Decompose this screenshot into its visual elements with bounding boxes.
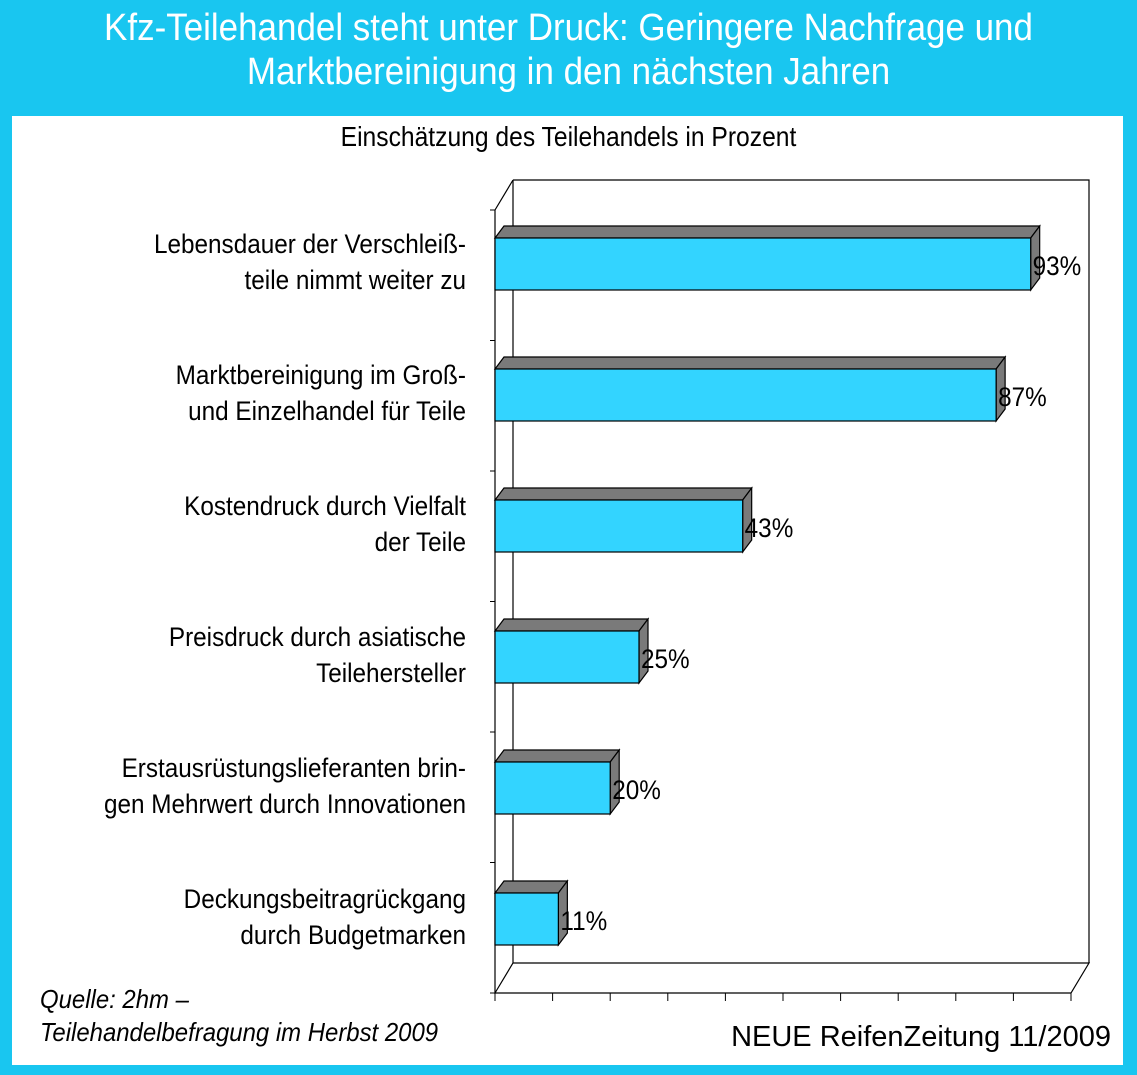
plot-floor [493, 962, 1091, 994]
value-label: 11% [560, 907, 607, 936]
source-line-2: Teilehandelbefragung im Herbst 2009 [40, 1017, 439, 1047]
bar-6 [493, 879, 569, 947]
bar-top-face [493, 356, 1007, 370]
chart-title-line-2: Marktbereinigung in den nächsten Jahren [246, 51, 891, 93]
category-label-line: der Teile [374, 527, 466, 557]
publication-credit: NEUE ReifenZeitung 11/2009 [731, 1021, 1111, 1053]
category-label-line: Lebensdauer der Verschleiß- [153, 229, 466, 259]
source-note: Quelle: 2hm – Teilehandelbefragung im He… [40, 983, 438, 1049]
chart-title-line-1: Kfz-Teilehandel steht unter Druck: Gerin… [104, 7, 1033, 49]
bar-3 [493, 486, 753, 554]
value-label: 20% [612, 776, 661, 805]
category-label-line: Kostendruck durch Vielfalt [184, 491, 467, 521]
category-label-line: Teilehersteller [316, 658, 466, 688]
value-label: 43% [745, 514, 794, 543]
bar-front-face [494, 499, 744, 553]
bar-top-face [493, 225, 1041, 239]
category-label-line: Erstausrüstungslieferanten brin- [121, 753, 466, 783]
category-label: Lebensdauer der Verschleiß-teile nimmt w… [52, 226, 466, 298]
source-line-1: Quelle: 2hm – [40, 984, 189, 1014]
y-axis-top-edge [494, 179, 514, 211]
value-label: 87% [998, 383, 1047, 412]
bar-top-face [493, 618, 650, 632]
bar-top-face [493, 487, 753, 501]
category-label-line: Deckungsbeitragrückgang [183, 884, 467, 914]
chart-subtitle: Einschätzung des Teilehandels in Prozent [340, 121, 797, 152]
category-label-line: Preisdruck durch asiatische [168, 622, 466, 652]
bar-top-face [493, 880, 569, 894]
bar-front-face [494, 892, 559, 946]
bar-front-face [494, 761, 611, 815]
category-label-line: durch Budgetmarken [240, 920, 466, 950]
value-label: 93% [1033, 252, 1082, 281]
bar-1 [493, 224, 1041, 292]
plot-back-wall [513, 179, 1090, 963]
bar-4 [493, 617, 650, 685]
category-label-line: und Einzelhandel für Teile [188, 396, 467, 426]
bar-front-face [494, 237, 1032, 291]
category-label-line: gen Mehrwert durch Innovationen [103, 789, 466, 819]
category-label: Kostendruck durch Vielfalt der Teile [52, 488, 466, 560]
category-label-line: teile nimmt weiter zu [244, 265, 466, 295]
bar-front-face [494, 630, 640, 684]
bar-top-face [493, 749, 621, 763]
category-label: Preisdruck durch asiatische Teileherstell… [52, 619, 466, 691]
category-label: Erstausrüstungslieferanten brin-gen Mehr… [52, 750, 466, 822]
bar-front-face [494, 368, 997, 422]
value-label: 25% [641, 645, 690, 674]
category-label-line: Marktbereinigung im Groß- [175, 360, 466, 390]
bar-2 [493, 355, 1007, 423]
category-label: Marktbereinigung im Groß-und Einzelhande… [52, 357, 466, 429]
category-label: Deckungsbeitragrückgang durch Budgetmarke… [52, 881, 466, 953]
bar-5 [493, 748, 621, 816]
chart-title: Kfz-Teilehandel steht unter Druck: Gerin… [45, 6, 1091, 112]
